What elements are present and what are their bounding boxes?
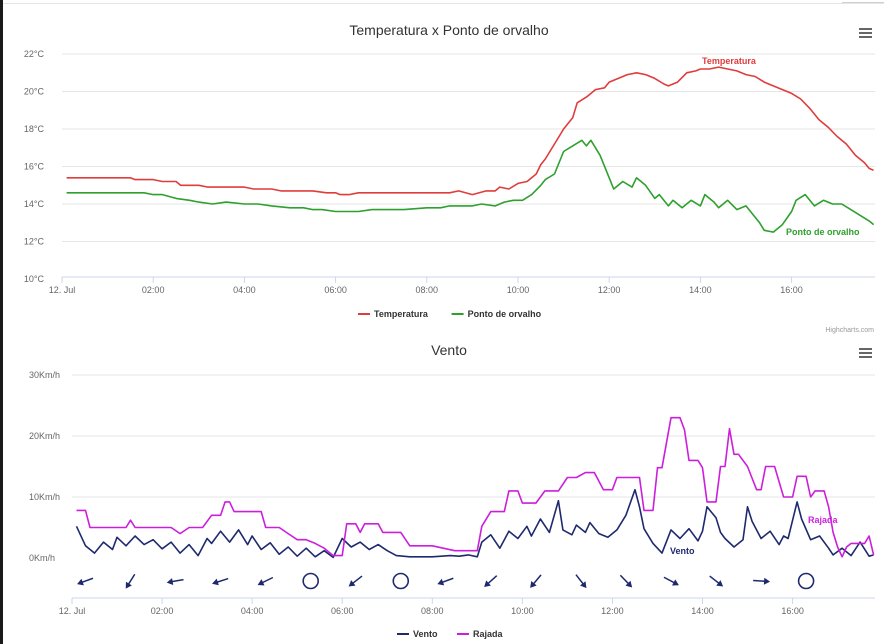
temperature-chart: Temperatura Ponto de orvalho 10°C 12°C 14°C… [24, 22, 875, 334]
wind-arrow-icon [619, 574, 633, 588]
arrow-head [716, 580, 724, 587]
wind-arrow-icon [348, 575, 363, 587]
calm-circle-icon [392, 572, 410, 590]
wind-chart-menu-icon[interactable] [859, 348, 872, 358]
y-tick-label: 10°C [24, 274, 45, 284]
temperature-chart-title: Temperatura x Ponto de orvalho [349, 22, 548, 38]
series-line-ponto-de-orvalho [66, 139, 875, 233]
arrow-head [77, 578, 84, 586]
temperature-axes: 10°C 12°C 14°C 16°C 18°C 20°C 22°C 12. Jul 02:00… [24, 49, 875, 295]
x-tick-label: 12:00 [601, 606, 624, 616]
wind-arrow-icon [125, 573, 136, 589]
series-end-label: Ponto de orvalho [786, 227, 860, 237]
wind-chart-title: Vento [431, 342, 467, 358]
series-end-label: Vento [670, 546, 695, 556]
x-tick-label: 04:00 [233, 285, 256, 295]
x-tick-label: 16:00 [781, 606, 804, 616]
highcharts-credits[interactable]: Highcharts.com [825, 327, 874, 334]
wind-axes: 0Km/h 10Km/h 20Km/h 30Km/h 12. Jul 02:00 04:00… [29, 370, 875, 616]
x-tick-label: 08:00 [421, 606, 444, 616]
x-tick-label: 16:00 [780, 285, 803, 295]
arrow-head [166, 578, 174, 585]
y-tick-label: 22°C [24, 49, 45, 59]
x-tick-label: 08:00 [416, 285, 439, 295]
wind-arrow-icon [484, 575, 498, 588]
x-tick-label: 02:00 [142, 285, 165, 295]
x-tick-label: 04:00 [241, 606, 264, 616]
wind-arrow-icon [437, 577, 454, 586]
x-tick-label: 06:00 [324, 285, 347, 295]
top-border [3, 0, 884, 4]
y-tick-label: 16°C [24, 162, 45, 172]
legend-item-label[interactable]: Temperatura [374, 309, 429, 319]
x-tick-label: 14:00 [689, 285, 712, 295]
x-tick-label: 14:00 [691, 606, 714, 616]
series-line-temperatura [66, 66, 874, 196]
temperature-chart-menu-icon[interactable] [859, 28, 872, 38]
arrow-head [625, 580, 633, 588]
y-tick-label: 10Km/h [29, 492, 60, 502]
y-tick-label: 14°C [24, 199, 45, 209]
series-end-label: Temperatura [702, 56, 757, 66]
arrow-head [763, 577, 771, 585]
left-window-edge [0, 0, 3, 644]
y-tick-label: 30Km/h [29, 370, 60, 380]
arrow-head [530, 581, 537, 588]
x-tick-label: 02:00 [151, 606, 174, 616]
series-line-vento [75, 488, 874, 559]
arrow-head [212, 578, 219, 586]
y-tick-label: 18°C [24, 124, 45, 134]
series-end-label: Rajada [808, 515, 839, 525]
x-tick-label: 12. Jul [59, 606, 86, 616]
wind-arrow-icon [663, 576, 679, 586]
wind-direction-arrows [77, 572, 815, 590]
x-tick-label: 10:00 [507, 285, 530, 295]
y-tick-label: 20°C [24, 87, 45, 97]
arrow-head [437, 578, 445, 586]
wind-series-group: Rajada Vento [75, 416, 875, 559]
x-tick-label: 06:00 [331, 606, 354, 616]
wind-arrow-icon [575, 574, 587, 589]
y-tick-label: 12°C [24, 237, 45, 247]
calm-circle-icon [302, 572, 319, 590]
wind-arrow-icon [166, 578, 184, 585]
legend-item-label[interactable]: Ponto de orvalho [468, 309, 542, 319]
temperature-gridlines [62, 53, 875, 242]
wind-chart: Rajada Vento 0Km/h 10Km/h 20Km/h 30Km/h 12. J… [29, 342, 875, 639]
arrow-head [579, 581, 587, 589]
arrow-head [484, 580, 491, 588]
arrow-head [348, 580, 356, 587]
wind-arrow-icon [709, 575, 724, 587]
y-tick-label: 20Km/h [29, 431, 60, 441]
legend-item-label[interactable]: Rajada [473, 629, 504, 639]
temperature-series-group: Temperatura Ponto de orvalho [66, 56, 875, 237]
wind-legend: Vento Rajada [397, 629, 504, 639]
x-tick-label: 12. Jul [49, 285, 76, 295]
x-tick-label: 10:00 [511, 606, 534, 616]
top-tab-stub [842, 0, 884, 3]
series-line-rajada [76, 416, 875, 558]
wind-arrow-icon [77, 577, 94, 586]
arrow-head [125, 581, 132, 589]
wind-arrow-icon [257, 576, 274, 586]
calm-circle-icon [797, 572, 815, 590]
legend-item-label[interactable]: Vento [413, 629, 438, 639]
arrow-head [672, 579, 679, 586]
wind-arrow-icon [530, 574, 542, 588]
x-tick-label: 12:00 [598, 285, 621, 295]
wind-arrow-icon [753, 577, 771, 585]
arrow-head [257, 579, 265, 586]
wind-gridlines [72, 374, 875, 498]
y-tick-label: 0Km/h [29, 553, 55, 563]
wind-arrow-icon [212, 577, 229, 586]
temperature-legend: Temperatura Ponto de orvalho [358, 309, 542, 319]
